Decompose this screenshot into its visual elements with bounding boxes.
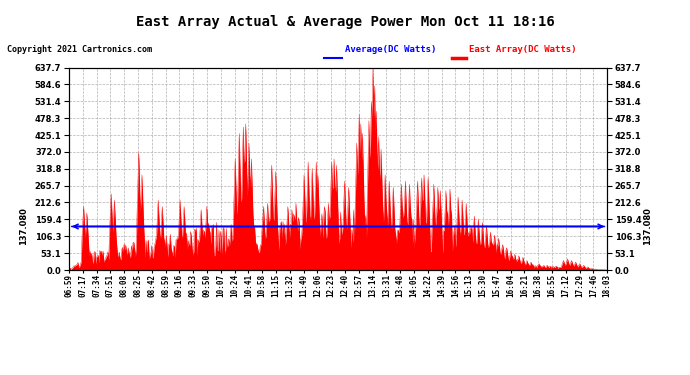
Text: Copyright 2021 Cartronics.com: Copyright 2021 Cartronics.com (7, 45, 152, 54)
Text: East Array Actual & Average Power Mon Oct 11 18:16: East Array Actual & Average Power Mon Oc… (136, 15, 554, 29)
Text: Average(DC Watts): Average(DC Watts) (345, 45, 436, 54)
Text: 137.080: 137.080 (643, 207, 652, 245)
Text: East Array(DC Watts): East Array(DC Watts) (469, 45, 577, 54)
Text: 137.080: 137.080 (19, 207, 28, 245)
